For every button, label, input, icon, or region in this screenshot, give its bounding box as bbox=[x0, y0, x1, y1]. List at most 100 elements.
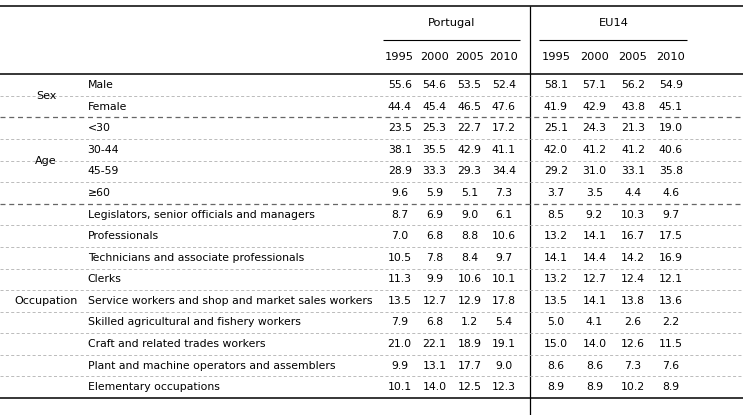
Text: 12.7: 12.7 bbox=[583, 274, 606, 284]
Text: 9.0: 9.0 bbox=[461, 210, 478, 220]
Text: 17.8: 17.8 bbox=[492, 296, 516, 306]
Text: 9.9: 9.9 bbox=[426, 274, 444, 284]
Text: 23.5: 23.5 bbox=[388, 123, 412, 133]
Text: 22.1: 22.1 bbox=[423, 339, 447, 349]
Text: 5.1: 5.1 bbox=[461, 188, 478, 198]
Text: 8.5: 8.5 bbox=[547, 210, 565, 220]
Text: 17.2: 17.2 bbox=[492, 123, 516, 133]
Text: 13.8: 13.8 bbox=[621, 296, 645, 306]
Text: Male: Male bbox=[88, 80, 114, 90]
Text: 12.3: 12.3 bbox=[492, 382, 516, 392]
Text: 14.1: 14.1 bbox=[544, 253, 568, 263]
Text: 16.7: 16.7 bbox=[621, 231, 645, 241]
Text: 16.9: 16.9 bbox=[659, 253, 683, 263]
Text: 12.4: 12.4 bbox=[621, 274, 645, 284]
Text: 11.3: 11.3 bbox=[388, 274, 412, 284]
Text: 42.0: 42.0 bbox=[544, 145, 568, 155]
Text: 30-44: 30-44 bbox=[88, 145, 119, 155]
Text: 4.4: 4.4 bbox=[624, 188, 642, 198]
Text: 13.2: 13.2 bbox=[544, 274, 568, 284]
Text: 9.0: 9.0 bbox=[495, 361, 513, 371]
Text: 7.8: 7.8 bbox=[426, 253, 444, 263]
Text: 12.1: 12.1 bbox=[659, 274, 683, 284]
Text: 6.8: 6.8 bbox=[426, 231, 444, 241]
Text: 56.2: 56.2 bbox=[621, 80, 645, 90]
Text: 22.7: 22.7 bbox=[458, 123, 481, 133]
Text: 25.1: 25.1 bbox=[544, 123, 568, 133]
Text: 7.9: 7.9 bbox=[391, 317, 409, 327]
Text: 44.4: 44.4 bbox=[388, 102, 412, 112]
Text: 47.6: 47.6 bbox=[492, 102, 516, 112]
Text: 43.8: 43.8 bbox=[621, 102, 645, 112]
Text: 2000: 2000 bbox=[421, 52, 449, 62]
Text: 7.0: 7.0 bbox=[391, 231, 409, 241]
Text: 2010: 2010 bbox=[657, 52, 685, 62]
Text: 7.6: 7.6 bbox=[662, 361, 680, 371]
Text: 8.8: 8.8 bbox=[461, 231, 478, 241]
Text: 18.9: 18.9 bbox=[458, 339, 481, 349]
Text: 45.1: 45.1 bbox=[659, 102, 683, 112]
Text: 55.6: 55.6 bbox=[388, 80, 412, 90]
Text: 54.6: 54.6 bbox=[423, 80, 447, 90]
Text: EU14: EU14 bbox=[598, 18, 629, 28]
Text: 8.6: 8.6 bbox=[547, 361, 565, 371]
Text: 8.6: 8.6 bbox=[585, 361, 603, 371]
Text: 12.6: 12.6 bbox=[621, 339, 645, 349]
Text: 10.2: 10.2 bbox=[621, 382, 645, 392]
Text: 5.9: 5.9 bbox=[426, 188, 444, 198]
Text: 21.3: 21.3 bbox=[621, 123, 645, 133]
Text: 42.9: 42.9 bbox=[583, 102, 606, 112]
Text: 6.8: 6.8 bbox=[426, 317, 444, 327]
Text: 41.9: 41.9 bbox=[544, 102, 568, 112]
Text: 33.3: 33.3 bbox=[423, 166, 447, 176]
Text: 8.9: 8.9 bbox=[585, 382, 603, 392]
Text: 35.5: 35.5 bbox=[423, 145, 447, 155]
Text: 14.4: 14.4 bbox=[583, 253, 606, 263]
Text: 4.1: 4.1 bbox=[585, 317, 603, 327]
Text: Professionals: Professionals bbox=[88, 231, 159, 241]
Text: 35.8: 35.8 bbox=[659, 166, 683, 176]
Text: 2.2: 2.2 bbox=[662, 317, 680, 327]
Text: 6.9: 6.9 bbox=[426, 210, 444, 220]
Text: 14.2: 14.2 bbox=[621, 253, 645, 263]
Text: 8.4: 8.4 bbox=[461, 253, 478, 263]
Text: 31.0: 31.0 bbox=[583, 166, 606, 176]
Text: 10.6: 10.6 bbox=[458, 274, 481, 284]
Text: 13.5: 13.5 bbox=[388, 296, 412, 306]
Text: 13.6: 13.6 bbox=[659, 296, 683, 306]
Text: 11.5: 11.5 bbox=[659, 339, 683, 349]
Text: ≥60: ≥60 bbox=[88, 188, 111, 198]
Text: 46.5: 46.5 bbox=[458, 102, 481, 112]
Text: Clerks: Clerks bbox=[88, 274, 122, 284]
Text: 45-59: 45-59 bbox=[88, 166, 119, 176]
Text: Technicians and associate professionals: Technicians and associate professionals bbox=[88, 253, 304, 263]
Text: 42.9: 42.9 bbox=[458, 145, 481, 155]
Text: 10.1: 10.1 bbox=[492, 274, 516, 284]
Text: Occupation: Occupation bbox=[14, 296, 78, 306]
Text: 40.6: 40.6 bbox=[659, 145, 683, 155]
Text: 9.2: 9.2 bbox=[585, 210, 603, 220]
Text: 41.2: 41.2 bbox=[583, 145, 606, 155]
Text: Female: Female bbox=[88, 102, 127, 112]
Text: 54.9: 54.9 bbox=[659, 80, 683, 90]
Text: 5.0: 5.0 bbox=[547, 317, 565, 327]
Text: Craft and related trades workers: Craft and related trades workers bbox=[88, 339, 265, 349]
Text: 38.1: 38.1 bbox=[388, 145, 412, 155]
Text: 24.3: 24.3 bbox=[583, 123, 606, 133]
Text: 5.4: 5.4 bbox=[495, 317, 513, 327]
Text: 41.1: 41.1 bbox=[492, 145, 516, 155]
Text: 12.7: 12.7 bbox=[423, 296, 447, 306]
Text: 9.7: 9.7 bbox=[495, 253, 513, 263]
Text: 13.2: 13.2 bbox=[544, 231, 568, 241]
Text: Service workers and shop and market sales workers: Service workers and shop and market sale… bbox=[88, 296, 372, 306]
Text: 2005: 2005 bbox=[455, 52, 484, 62]
Text: 45.4: 45.4 bbox=[423, 102, 447, 112]
Text: 12.5: 12.5 bbox=[458, 382, 481, 392]
Text: 2005: 2005 bbox=[619, 52, 647, 62]
Text: 19.1: 19.1 bbox=[492, 339, 516, 349]
Text: <30: <30 bbox=[88, 123, 111, 133]
Text: 3.7: 3.7 bbox=[547, 188, 565, 198]
Text: 17.7: 17.7 bbox=[458, 361, 481, 371]
Text: 8.9: 8.9 bbox=[547, 382, 565, 392]
Text: 19.0: 19.0 bbox=[659, 123, 683, 133]
